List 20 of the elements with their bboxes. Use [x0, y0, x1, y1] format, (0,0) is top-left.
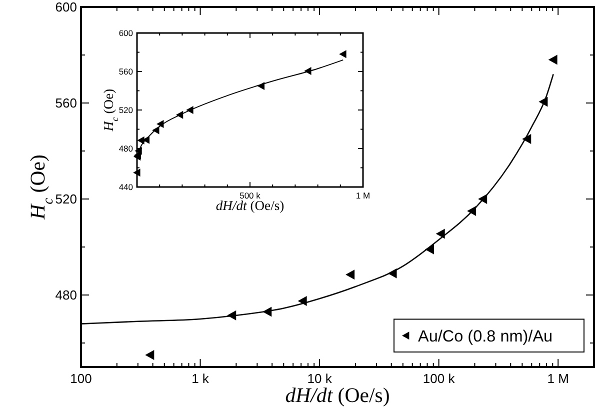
point — [339, 50, 346, 58]
x-tick-label: 10 k — [307, 371, 332, 386]
x-tick-label: 100 k — [422, 371, 456, 386]
x-tick-label: 100 — [70, 371, 92, 386]
y-tick-label: 440 — [118, 182, 134, 192]
x-tick-label: 500 k — [240, 190, 262, 200]
x-tick-label: 1 k — [192, 371, 210, 386]
y-tick-label: 600 — [118, 28, 134, 38]
y-tick-label: 600 — [55, 0, 77, 15]
y-tick-label: 480 — [55, 288, 77, 303]
y-tick-label: 520 — [55, 192, 77, 207]
legend-label: Au/Co (0.8 nm)/Au — [418, 327, 553, 346]
x-axis-title: dH/dt (Oe/s) — [285, 384, 390, 408]
y-tick-label: 560 — [118, 66, 134, 77]
y-tick-label: 560 — [55, 96, 77, 111]
x-tick-label: 1 M — [356, 190, 370, 200]
y-tick-label: 480 — [118, 144, 134, 154]
x-axis-title: dH/dt (Oe/s) — [216, 198, 284, 213]
y-tick-label: 520 — [118, 105, 134, 116]
x-tick-label: 1 M — [547, 371, 569, 386]
